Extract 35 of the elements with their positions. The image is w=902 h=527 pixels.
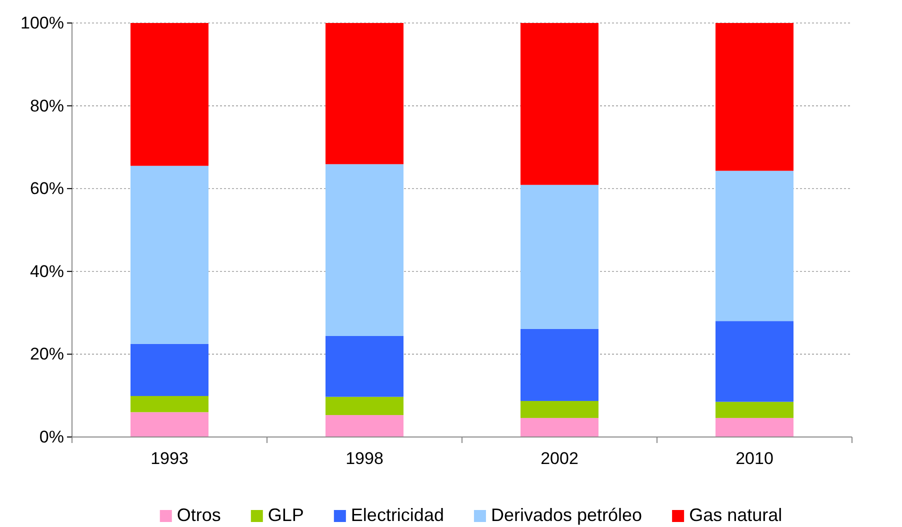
y-tick-label: 60%	[30, 179, 64, 198]
bar	[326, 23, 404, 164]
legend-label: Electricidad	[350, 505, 444, 525]
legend-label: Derivados petróleo	[490, 505, 642, 525]
bar	[130, 23, 208, 166]
x-tick-label: 1998	[346, 448, 384, 468]
bar	[130, 412, 208, 437]
bar	[326, 415, 404, 437]
legend-label: Otros	[176, 505, 221, 525]
legend-label: GLP	[268, 505, 304, 525]
bar	[520, 418, 598, 437]
bar	[520, 23, 598, 185]
bar	[326, 396, 404, 416]
legend-label: Gas natural	[689, 505, 782, 525]
y-tick-label: 0%	[39, 427, 64, 446]
y-tick-label: 40%	[30, 262, 64, 281]
bar	[520, 328, 598, 401]
bar	[130, 396, 208, 412]
y-tick-label: 80%	[30, 96, 64, 116]
x-tick-label: 2010	[736, 448, 774, 468]
bar	[716, 170, 794, 322]
bar	[716, 418, 794, 437]
bar	[716, 402, 794, 418]
x-tick-label: 1993	[150, 448, 188, 468]
bar	[326, 164, 404, 336]
bar	[716, 23, 794, 171]
bar	[520, 184, 598, 329]
bar	[130, 166, 208, 344]
bar	[130, 344, 208, 396]
bar	[716, 321, 794, 402]
bar	[520, 400, 598, 418]
x-tick-label: 2002	[540, 448, 578, 468]
y-tick-label: 20%	[30, 344, 64, 364]
y-tick-label: 100%	[20, 13, 64, 32]
bar	[326, 336, 404, 397]
